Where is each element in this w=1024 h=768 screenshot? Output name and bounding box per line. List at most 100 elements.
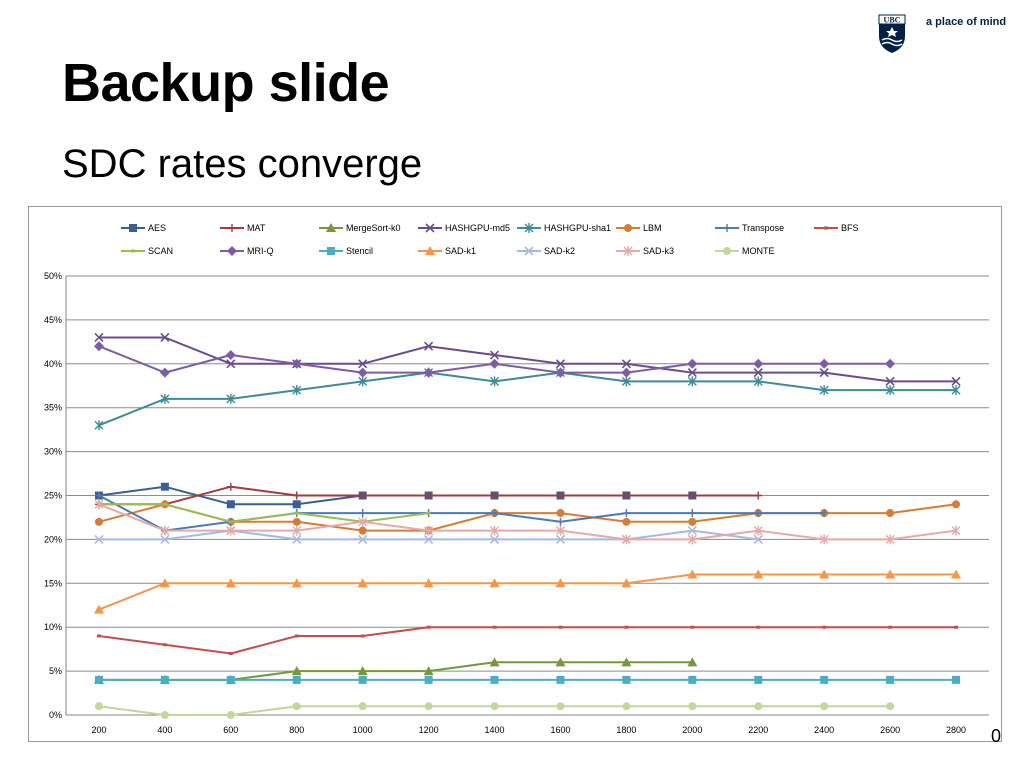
legend-marker	[524, 246, 534, 256]
legend-marker	[129, 224, 137, 232]
y-tick-label: 25%	[44, 491, 62, 501]
data-point	[159, 367, 170, 378]
data-point	[358, 675, 367, 684]
data-point	[621, 578, 632, 588]
series-monte	[94, 702, 895, 719]
data-point	[489, 358, 500, 369]
series-sad-k3	[94, 499, 961, 545]
data-point	[621, 534, 631, 545]
data-point	[291, 358, 302, 369]
data-point	[225, 578, 236, 588]
data-point	[687, 368, 697, 378]
data-point	[621, 376, 631, 387]
data-point	[358, 376, 368, 387]
data-point	[423, 666, 434, 676]
legend-entry: MergeSort-k0	[319, 223, 401, 233]
data-point	[885, 534, 895, 545]
data-point	[556, 517, 565, 526]
data-point	[94, 499, 104, 510]
legend-marker	[327, 247, 335, 255]
page-number: 0	[991, 726, 1002, 746]
data-point	[226, 482, 235, 491]
data-point	[357, 578, 368, 588]
x-tick-label: 2200	[748, 725, 768, 735]
series-mri-q	[93, 341, 896, 378]
data-point	[622, 702, 631, 711]
data-point	[687, 376, 697, 387]
series-line	[98, 371, 956, 427]
data-point	[822, 625, 827, 629]
data-point	[753, 525, 763, 536]
data-point	[489, 534, 500, 544]
data-point	[555, 367, 566, 378]
legend-entry: BFS	[814, 223, 859, 233]
legend-marker	[524, 223, 534, 233]
data-point	[292, 517, 301, 526]
x-tick-label: 1200	[419, 725, 439, 735]
data-point	[819, 368, 829, 378]
legend-label: HASHGPU-sha1	[544, 223, 611, 233]
data-point	[358, 516, 368, 527]
data-point	[94, 675, 103, 684]
data-point	[489, 578, 500, 588]
data-point	[687, 534, 697, 545]
data-point	[226, 393, 236, 404]
data-point	[358, 491, 367, 500]
data-point	[93, 341, 104, 352]
data-point	[688, 517, 697, 526]
data-point	[424, 534, 434, 544]
data-point	[226, 675, 235, 684]
data-point	[292, 491, 301, 500]
x-tick-label: 2800	[946, 725, 966, 735]
data-point	[94, 491, 103, 500]
series-hashgpu-sha1	[94, 367, 961, 431]
logo-text: UBC	[884, 16, 901, 25]
data-point	[952, 500, 961, 509]
data-point	[424, 675, 433, 684]
data-point	[885, 376, 895, 386]
data-point	[688, 675, 697, 684]
data-point	[226, 711, 235, 719]
legend-label: MONTE	[742, 246, 775, 256]
x-tick-label: 1800	[616, 725, 636, 735]
data-point	[688, 702, 697, 711]
data-point	[621, 367, 632, 378]
legend-entry: Stencil	[319, 246, 373, 256]
data-point	[556, 675, 565, 684]
x-tick-label: 2000	[682, 725, 702, 735]
legend-label: SCAN	[148, 246, 173, 256]
data-point	[228, 520, 233, 524]
x-tick-label: 1600	[550, 725, 570, 735]
series-line	[98, 503, 957, 541]
legend-label: SAD-k3	[643, 246, 674, 256]
data-point	[819, 385, 829, 396]
data-point	[160, 525, 170, 536]
data-point	[888, 625, 893, 629]
data-point	[292, 675, 301, 684]
data-point	[358, 702, 367, 711]
x-tick-label: 200	[91, 725, 106, 735]
data-point	[555, 525, 565, 536]
data-point	[490, 491, 499, 500]
series-mat	[94, 482, 763, 509]
data-point	[160, 675, 169, 684]
data-point	[886, 509, 895, 518]
y-tick-label: 0%	[49, 710, 62, 720]
legend-label: SAD-k2	[544, 246, 575, 256]
legend-label: BFS	[841, 223, 859, 233]
data-point	[820, 675, 829, 684]
data-point	[490, 509, 499, 518]
y-tick-label: 45%	[44, 315, 62, 325]
data-point	[291, 578, 302, 588]
data-point	[426, 625, 431, 629]
legend-marker	[824, 226, 828, 230]
data-point	[754, 509, 763, 518]
data-point	[819, 358, 830, 369]
legend-marker	[624, 224, 632, 232]
data-point	[96, 634, 101, 638]
legend-entry: SAD-k3	[616, 246, 674, 256]
data-point	[622, 675, 631, 684]
data-point	[358, 509, 367, 518]
data-point	[160, 393, 170, 404]
legend-entry: SCAN	[121, 246, 173, 256]
